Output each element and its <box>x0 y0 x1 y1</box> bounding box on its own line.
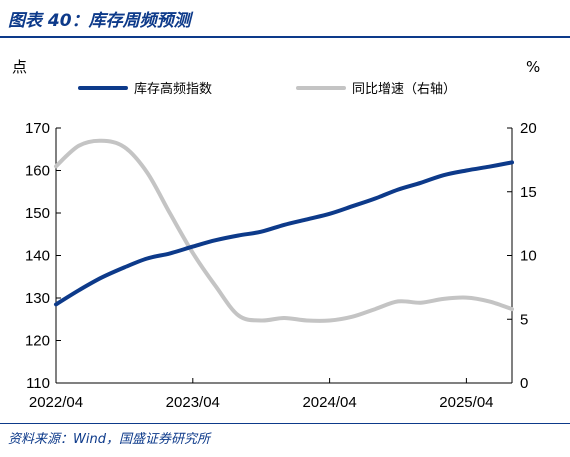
left-axis-tick-label: 120 <box>25 333 50 350</box>
legend-label: 库存高频指数 <box>134 81 212 97</box>
right-axis-tick-label: 5 <box>520 311 528 328</box>
chart-legend: 库存高频指数 同比增速（右轴） <box>78 81 456 97</box>
left-axis-tick-label: 130 <box>25 290 50 307</box>
right-axis-tick-label: 10 <box>520 248 537 265</box>
source-divider <box>0 423 570 424</box>
left-axis-tick-label: 160 <box>25 163 50 180</box>
x-axis-tick-label: 2025/04 <box>439 394 493 411</box>
right-axis-unit: % <box>526 58 540 76</box>
chart-axes: 110 120 130 140 150 160 170 0 5 10 15 20 2022/04 2023… <box>12 58 540 411</box>
left-axis-tick-label: 150 <box>25 205 50 222</box>
right-axis-tick-label: 20 <box>520 120 537 137</box>
inventory-index-line <box>54 160 514 307</box>
title-divider <box>0 36 570 38</box>
left-axis-unit: 点 <box>12 58 27 76</box>
figure-title: 图表 40：库存周频预测 <box>8 11 191 31</box>
right-axis-tick-label: 15 <box>520 184 537 201</box>
chart-marks <box>54 138 514 323</box>
yoy-growth-line <box>54 138 514 323</box>
x-axis-tick-label: 2022/04 <box>29 394 83 411</box>
x-axis-tick-label: 2023/04 <box>166 394 220 411</box>
line-chart: 110 120 130 140 150 160 170 0 5 10 15 20 2022/04 2023… <box>12 58 540 411</box>
x-axis-tick-label: 2024/04 <box>302 394 356 411</box>
right-axis-tick-label: 0 <box>520 375 528 392</box>
left-axis-tick-label: 110 <box>26 375 50 392</box>
source-note: 资料来源：Wind，国盛证券研究所 <box>8 432 210 447</box>
left-axis-tick-label: 170 <box>25 120 50 137</box>
legend-label: 同比增速（右轴） <box>352 82 456 97</box>
left-axis-tick-label: 140 <box>25 248 50 265</box>
